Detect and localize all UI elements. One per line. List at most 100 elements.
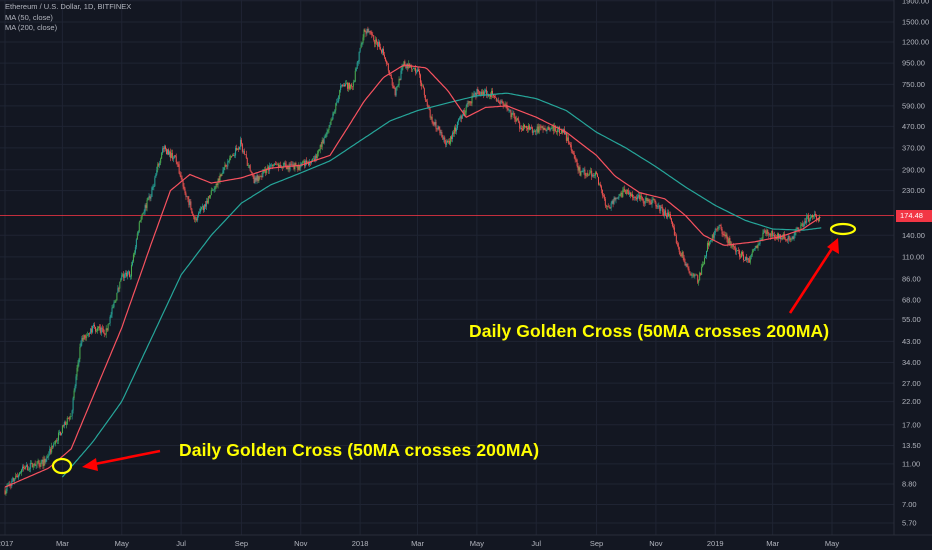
candle <box>591 168 593 181</box>
candle <box>582 167 584 173</box>
candle <box>773 232 775 237</box>
candle <box>560 132 562 134</box>
candle <box>678 246 680 255</box>
candle <box>599 181 601 188</box>
candle <box>771 230 773 240</box>
candle <box>138 220 140 233</box>
candle <box>583 167 585 175</box>
candle <box>136 231 138 240</box>
candle <box>135 238 137 250</box>
candle <box>298 162 300 171</box>
candle <box>155 173 157 178</box>
candle <box>337 97 339 103</box>
candle <box>541 125 543 129</box>
candle <box>738 247 740 255</box>
candle <box>352 79 354 90</box>
candle <box>346 81 348 92</box>
candle <box>567 135 569 145</box>
candle <box>4 487 6 496</box>
candle <box>542 124 544 133</box>
candle <box>535 128 537 136</box>
candle <box>192 211 194 216</box>
candle <box>808 212 810 223</box>
candle <box>520 125 522 130</box>
candle <box>500 99 502 104</box>
candle <box>634 196 636 201</box>
candle <box>437 125 439 131</box>
arrow-1-shaft <box>89 449 161 467</box>
y-tick-label: 13.50 <box>902 441 921 450</box>
candle <box>714 227 716 236</box>
candle <box>648 198 650 205</box>
candle <box>243 148 245 156</box>
candle <box>37 458 39 464</box>
candle <box>445 139 447 148</box>
candle <box>252 174 254 179</box>
candle <box>166 148 168 156</box>
candle <box>646 197 648 204</box>
candle <box>329 121 331 128</box>
candle <box>151 186 153 197</box>
candle <box>158 162 160 167</box>
candle <box>36 461 38 468</box>
candle <box>259 174 261 180</box>
candle <box>642 198 644 207</box>
candle <box>399 78 401 81</box>
y-tick-label: 43.00 <box>902 337 921 346</box>
candle <box>319 144 321 154</box>
y-tick-label: 34.00 <box>902 358 921 367</box>
candle <box>381 49 383 55</box>
candle <box>728 237 730 246</box>
candle <box>383 51 385 59</box>
candle <box>12 476 14 482</box>
candle <box>371 30 373 39</box>
candle <box>71 409 73 420</box>
y-tick-label: 86.00 <box>902 275 921 284</box>
candle <box>229 155 231 164</box>
candle <box>203 204 205 213</box>
candle <box>139 219 141 223</box>
candle <box>77 360 79 372</box>
candle <box>786 238 788 243</box>
x-tick-label: Jul <box>176 539 186 548</box>
candle <box>574 155 576 163</box>
candle <box>299 164 301 171</box>
candle <box>120 277 122 282</box>
candle <box>112 304 114 309</box>
candle <box>363 28 365 41</box>
candle <box>533 128 535 133</box>
candle <box>327 129 329 134</box>
candle <box>403 60 405 68</box>
candle <box>188 195 190 208</box>
candle <box>670 217 672 224</box>
candle <box>331 117 333 121</box>
candle <box>183 182 185 191</box>
candle <box>84 334 86 340</box>
candle <box>457 118 459 126</box>
candle <box>384 57 386 62</box>
candle <box>460 114 462 123</box>
candle <box>200 206 202 214</box>
candle <box>181 175 183 181</box>
candle <box>454 124 456 135</box>
candle <box>163 146 165 153</box>
candle <box>202 203 204 210</box>
candle <box>249 163 251 172</box>
candle <box>757 241 759 251</box>
candle <box>111 304 113 318</box>
candle <box>189 199 191 208</box>
candle <box>638 192 640 201</box>
candle <box>812 214 814 220</box>
candle <box>687 263 689 271</box>
candle <box>674 231 676 236</box>
candle <box>220 174 222 178</box>
candle <box>490 88 492 100</box>
candle <box>237 148 239 151</box>
candle <box>314 153 316 163</box>
candle <box>157 162 159 173</box>
candle <box>449 138 451 146</box>
candle <box>455 124 457 135</box>
candle <box>258 176 260 184</box>
candle <box>379 40 381 50</box>
